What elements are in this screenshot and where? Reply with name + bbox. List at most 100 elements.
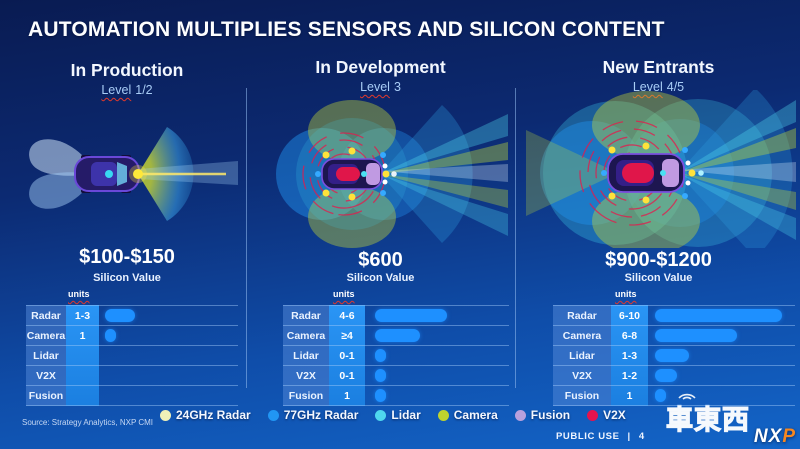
row-units-value: 4-6 bbox=[339, 309, 355, 322]
front-fan bbox=[380, 105, 473, 243]
row-label: Lidar bbox=[293, 349, 319, 362]
row-units-value: 1-3 bbox=[74, 309, 91, 322]
row-label: V2X bbox=[36, 369, 56, 382]
row-units-value: 0-1 bbox=[339, 369, 355, 382]
row-units-value: 1-3 bbox=[621, 349, 638, 362]
sensor-coverage-illustration-production bbox=[29, 127, 238, 221]
column-new-entrants: New Entrants Level 4/5 $900-$1200 Silicon… bbox=[517, 57, 800, 406]
level-number: 3 bbox=[393, 80, 401, 94]
silicon-value-label: Silicon Value bbox=[624, 272, 693, 284]
front-beams bbox=[678, 100, 796, 240]
legend-item: Fusion bbox=[514, 408, 571, 422]
silicon-value-label: Silicon Value bbox=[93, 272, 161, 284]
level-word: Level bbox=[360, 80, 390, 94]
row-units-value: ≥4 bbox=[341, 329, 353, 342]
watermark-text: 車東西 bbox=[665, 404, 750, 435]
classification-footer: PUBLIC USE | 4 bbox=[556, 431, 645, 442]
column-level: Level 3 bbox=[248, 80, 513, 94]
front-beams bbox=[380, 114, 508, 236]
sensor-dots bbox=[601, 142, 704, 204]
row-label: Fusion bbox=[564, 389, 600, 402]
row-label: V2X bbox=[296, 369, 316, 382]
row-units-value: 1 bbox=[626, 389, 633, 402]
units-bar bbox=[655, 309, 782, 322]
column-header: In Production bbox=[70, 60, 184, 80]
sensor-row-camera: Camera 6-8 bbox=[553, 325, 795, 345]
silicon-value: $100-$150 bbox=[79, 246, 175, 268]
row-units-value: 1 bbox=[344, 389, 350, 402]
row-units-value: 0-1 bbox=[339, 349, 355, 362]
watermark-signal-icon bbox=[678, 393, 696, 400]
silicon-value-label: Silicon Value bbox=[346, 272, 415, 284]
row-label: Camera bbox=[562, 329, 602, 342]
units-column-band bbox=[66, 305, 99, 406]
sensor-table: Radar 4-6 Camera ≥4 Lidar 0-1 V2X 0-1 Fusion 1 bbox=[283, 305, 509, 406]
sensor-row-lidar: Lidar bbox=[26, 345, 238, 365]
units-bar bbox=[375, 349, 386, 362]
label-column-band bbox=[283, 305, 329, 406]
units-column-band bbox=[329, 305, 365, 406]
legend-label: 24GHz Radar bbox=[176, 408, 251, 422]
sensor-row-v2x: V2X bbox=[26, 365, 238, 385]
units-bar bbox=[375, 389, 386, 402]
row-label: Radar bbox=[31, 309, 61, 322]
camera-legend-dot bbox=[437, 409, 449, 421]
column-in-production: In Production Level 1/2 $100-$150 Silicon… bbox=[8, 60, 246, 406]
sensor-row-radar: Radar 4-6 bbox=[283, 305, 509, 325]
sensor-row-lidar: Lidar 0-1 bbox=[283, 345, 509, 365]
row-units-value: 1 bbox=[79, 329, 86, 342]
row-units-value: 6-8 bbox=[621, 329, 638, 342]
77ghz-radar-legend-dot bbox=[267, 409, 279, 421]
legend-label: 77GHz Radar bbox=[283, 408, 359, 422]
car-top-view bbox=[74, 155, 147, 193]
front-fan bbox=[678, 90, 793, 248]
car-top-view bbox=[607, 153, 685, 193]
units-bar bbox=[655, 329, 737, 342]
row-label: Camera bbox=[26, 329, 66, 342]
sensor-row-lidar: Lidar 1-3 bbox=[553, 345, 795, 365]
units-bar bbox=[105, 329, 116, 342]
units-bar bbox=[375, 369, 386, 382]
sensor-row-camera: Camera 1 bbox=[26, 325, 238, 345]
row-label: Lidar bbox=[569, 349, 595, 362]
units-bar bbox=[105, 309, 135, 322]
units-bar bbox=[375, 329, 420, 342]
sensor-row-radar: Radar 1-3 bbox=[26, 305, 238, 325]
legend-label: Camera bbox=[453, 408, 498, 422]
sensor-row-fusion: Fusion 1 bbox=[553, 385, 795, 406]
level-word: Level bbox=[632, 80, 663, 94]
sensor-row-v2x: V2X 1-2 bbox=[553, 365, 795, 385]
units-column-band bbox=[611, 305, 648, 406]
row-label: Radar bbox=[291, 309, 321, 322]
row-label: Fusion bbox=[288, 389, 324, 402]
v2x-legend-dot bbox=[587, 409, 599, 421]
units-bar bbox=[655, 389, 666, 402]
column-in-development: In Development Level 3 $600 Silicon Value… bbox=[248, 57, 513, 406]
units-bar bbox=[655, 349, 689, 362]
sensor-row-fusion: Fusion 1 bbox=[283, 385, 509, 406]
legend-item: V2X bbox=[587, 408, 626, 422]
column-header: New Entrants bbox=[602, 57, 715, 77]
page-number: 4 bbox=[638, 431, 645, 442]
page-title: AUTOMATION MULTIPLIES SENSORS AND SILICO… bbox=[28, 18, 665, 41]
sensor-row-camera: Camera ≥4 bbox=[283, 325, 509, 345]
row-label: Fusion bbox=[28, 389, 64, 402]
legend-item: 24GHz Radar bbox=[160, 408, 251, 422]
legend-label: V2X bbox=[603, 408, 626, 422]
fusion-legend-dot bbox=[514, 409, 526, 421]
footer-separator: | bbox=[627, 431, 631, 442]
row-label: Radar bbox=[567, 309, 597, 322]
column-level: Level 1/2 bbox=[8, 83, 246, 97]
label-column-band bbox=[26, 305, 66, 406]
row-label: Lidar bbox=[33, 349, 59, 362]
level-number: 1/2 bbox=[135, 83, 153, 97]
units-bar bbox=[655, 369, 677, 382]
24ghz-radar-legend-dot bbox=[160, 409, 171, 421]
column-level: Level 4/5 bbox=[517, 80, 800, 94]
legend-item: Camera bbox=[437, 408, 498, 422]
legend-label: Fusion bbox=[530, 408, 571, 422]
sensor-table: Radar 1-3 Camera 1 Lidar V2X Fusion bbox=[26, 305, 238, 406]
row-label: Camera bbox=[286, 329, 326, 342]
row-units-value: 1-2 bbox=[621, 369, 638, 382]
